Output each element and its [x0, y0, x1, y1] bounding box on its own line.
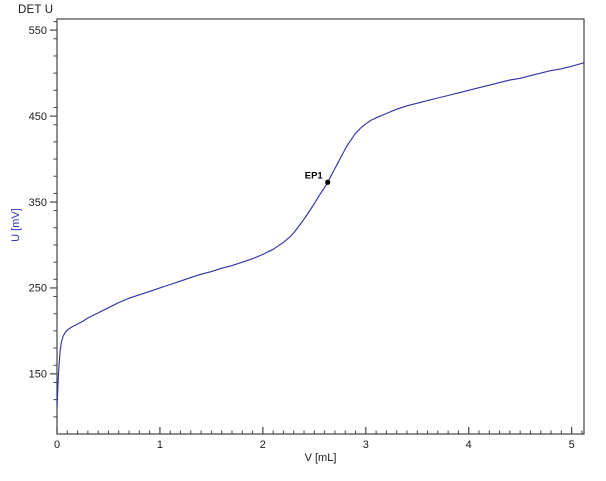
- x-tick-label: 3: [363, 439, 369, 451]
- y-tick-label: 250: [29, 283, 47, 295]
- ep1-label: EP1: [305, 170, 324, 181]
- y-tick-label: 450: [29, 111, 47, 123]
- plot-border: [56, 18, 585, 435]
- x-tick-label: 1: [157, 439, 163, 451]
- x-tick-label: 4: [466, 439, 472, 451]
- x-tick-label: 5: [569, 439, 575, 451]
- ep1-marker: [325, 179, 331, 185]
- x-tick-label: 0: [54, 439, 60, 451]
- y-tick-label: 150: [29, 369, 47, 381]
- titration-curve: [56, 62, 585, 407]
- y-tick-label: 350: [29, 197, 47, 209]
- y-tick-label: 550: [29, 25, 47, 37]
- chart-mode-title: DET U: [18, 4, 54, 16]
- x-axis-label: V [mL]: [304, 452, 337, 464]
- x-tick-label: 2: [260, 439, 266, 451]
